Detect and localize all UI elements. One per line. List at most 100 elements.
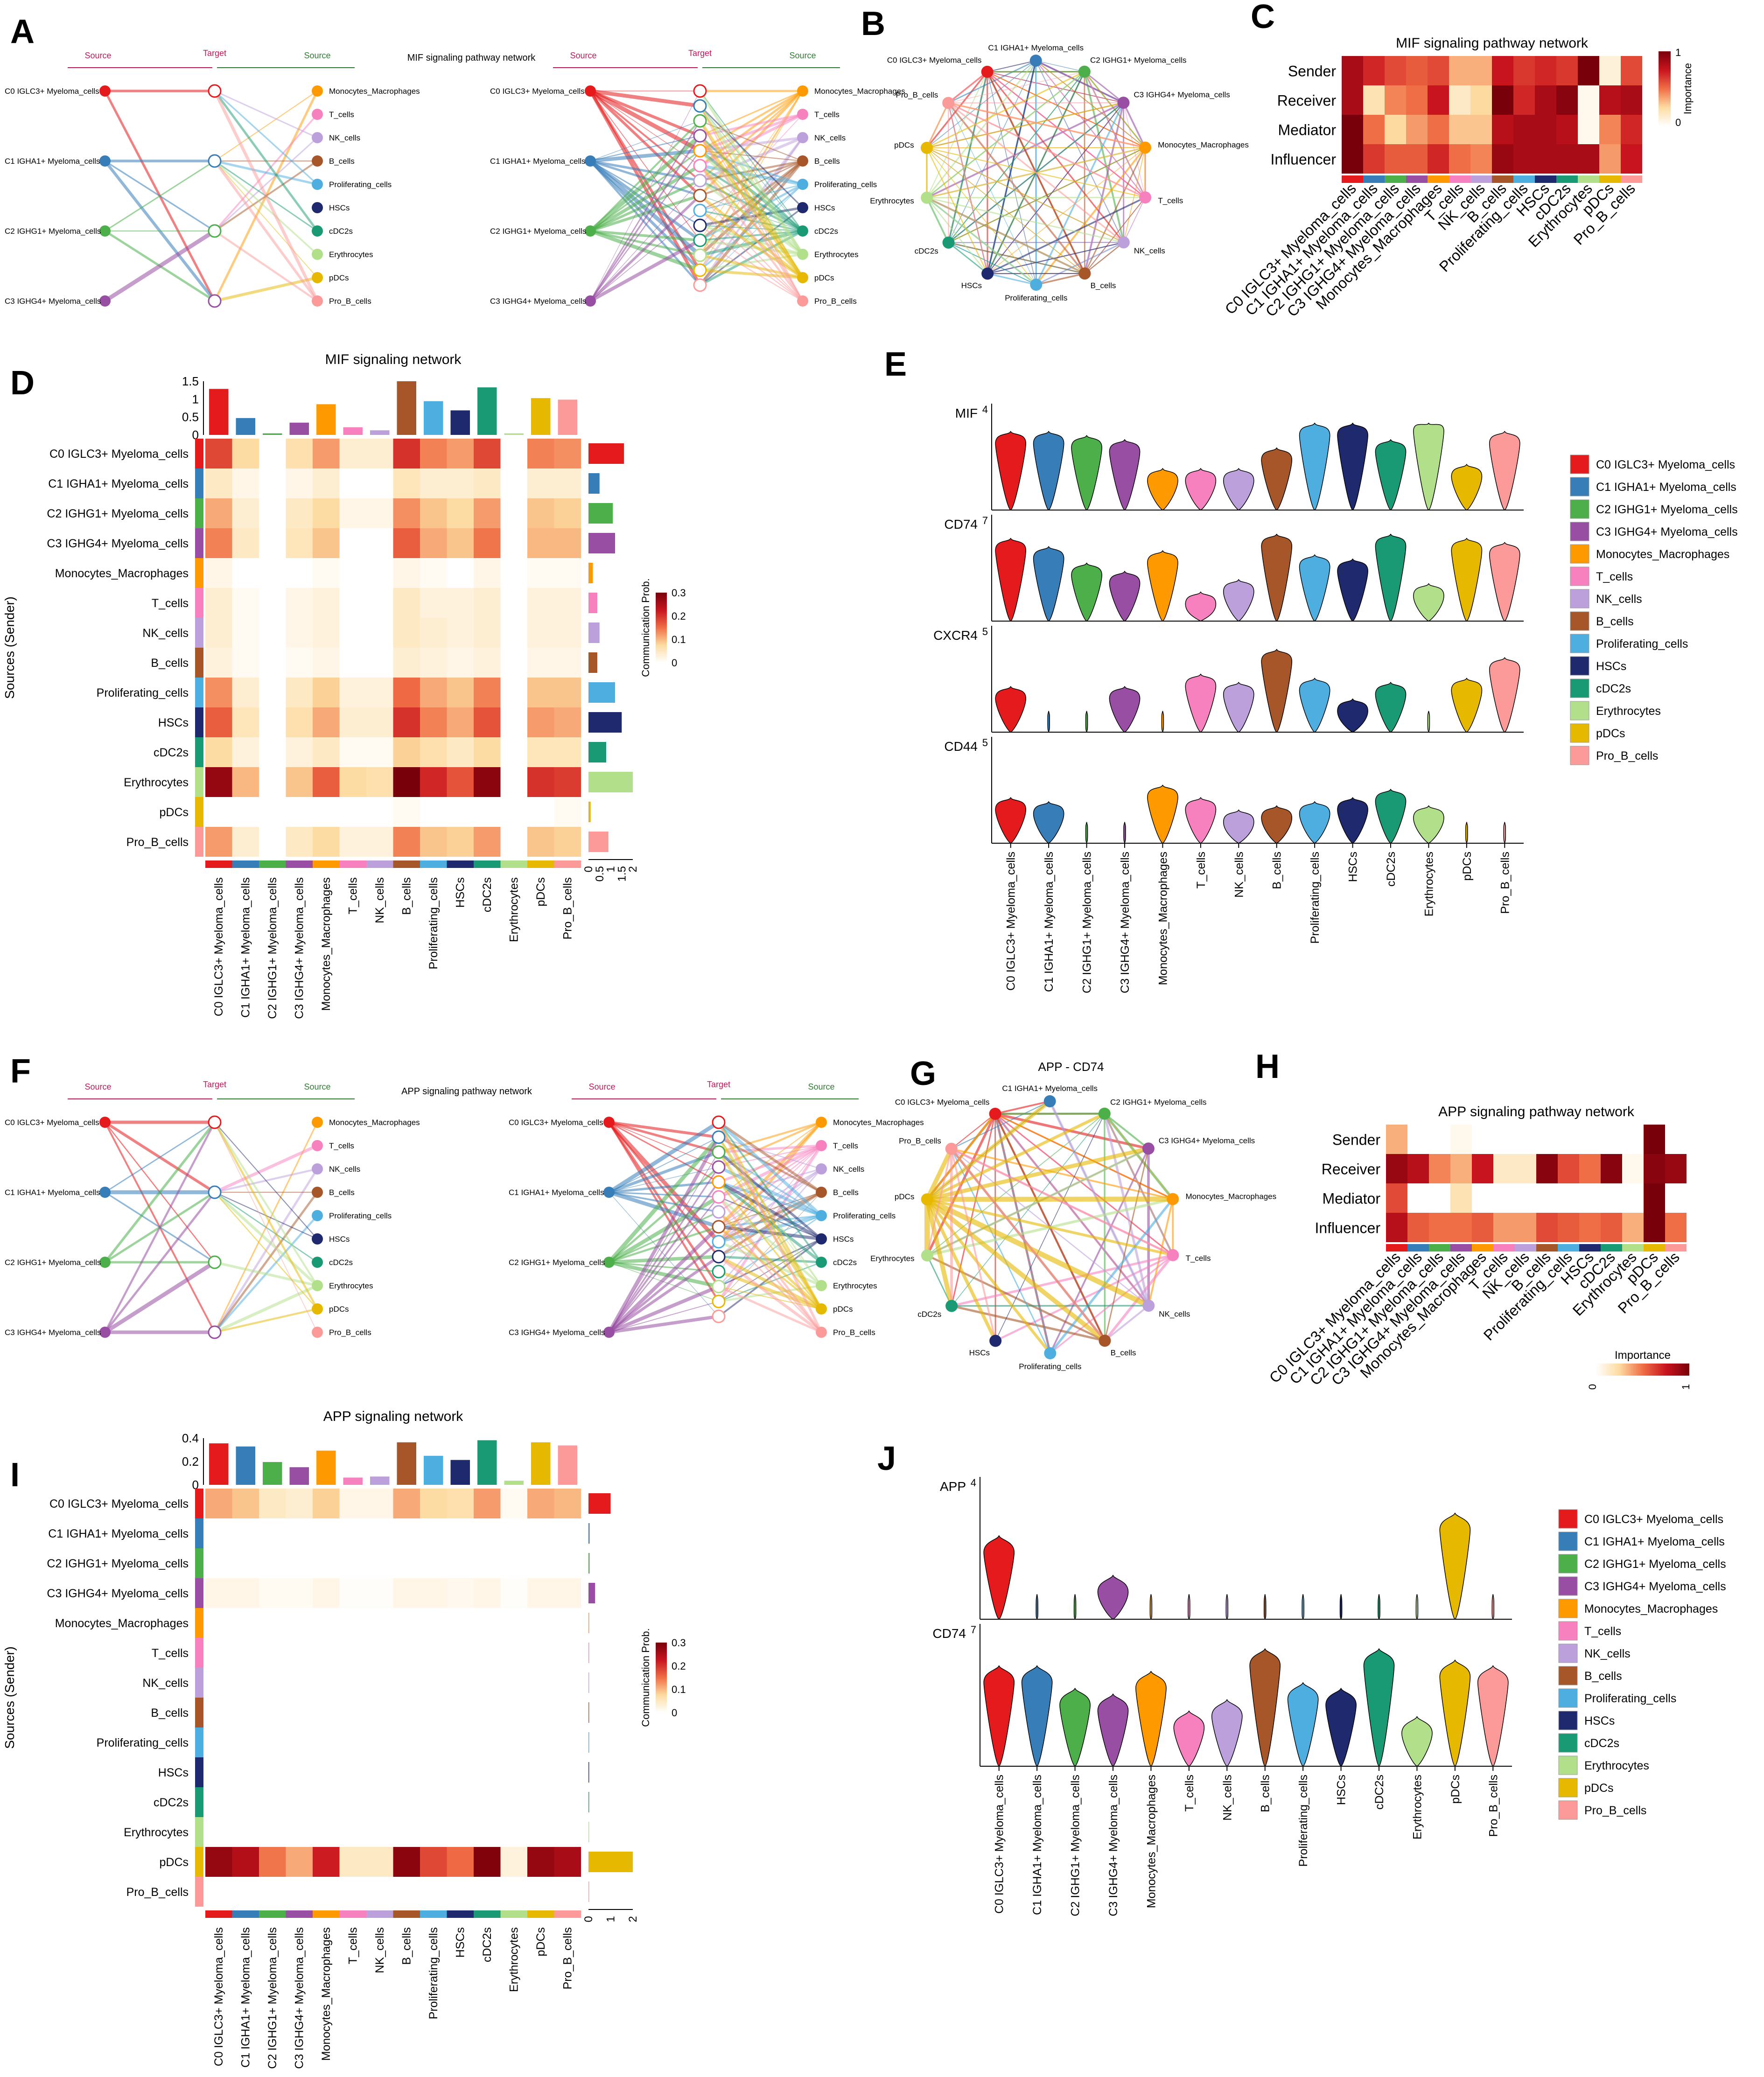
edge-source-target bbox=[214, 1261, 318, 1287]
panel-letter-a: A bbox=[10, 13, 35, 50]
comm-heatmap-cell bbox=[500, 1638, 527, 1668]
source-node bbox=[312, 225, 323, 237]
comm-heatmap-cell bbox=[447, 1518, 474, 1548]
comm-col-label: B_cells bbox=[400, 877, 413, 915]
celltype-color-strip bbox=[1644, 1244, 1665, 1252]
legend-swatch bbox=[1558, 1666, 1578, 1685]
edge-source-target bbox=[700, 210, 803, 302]
comm-heatmap-cell bbox=[527, 1817, 554, 1847]
role-heatmap-cell bbox=[1558, 1213, 1579, 1242]
row-color-strip bbox=[195, 1787, 203, 1817]
comm-heatmap-cell bbox=[527, 1489, 554, 1518]
violin-shape bbox=[1185, 468, 1217, 511]
importance-legend-bar bbox=[1659, 51, 1671, 126]
comm-heatmap-cell bbox=[205, 528, 232, 558]
edge-source-target bbox=[608, 1121, 720, 1258]
celltype-color-strip bbox=[1385, 175, 1406, 183]
violin-x-label: NK_cells bbox=[1232, 852, 1246, 898]
edge-source-target bbox=[699, 90, 804, 152]
panel-f-hierarchy: APP signaling pathway network Source Targ… bbox=[5, 1080, 924, 1339]
comm-row-label: pDCs bbox=[159, 806, 189, 819]
network-edge bbox=[1104, 1148, 1149, 1341]
comm-heatmap-cell bbox=[232, 1548, 259, 1578]
comm-col-label: NK_cells bbox=[373, 877, 386, 923]
comm-col-label: Monocytes_Macrophages bbox=[320, 1927, 333, 2061]
source-node-label: Pro_B_cells bbox=[329, 1328, 371, 1337]
row-color-strip bbox=[195, 827, 203, 857]
comm-heatmap-cell bbox=[232, 827, 259, 857]
comm-heatmap-cell bbox=[420, 678, 447, 707]
comm-heatmap-cell bbox=[393, 1578, 420, 1608]
network-edge bbox=[1036, 242, 1124, 285]
comm-heatmap-cell bbox=[447, 1608, 474, 1638]
comm-heatmap-cell bbox=[313, 588, 340, 618]
panel-letter-i: I bbox=[10, 1456, 20, 1494]
source-header: Source bbox=[84, 1082, 111, 1091]
edge-source-target bbox=[699, 194, 804, 279]
comm-heatmap-cell bbox=[527, 648, 554, 678]
network-node-label: pDCs bbox=[894, 141, 914, 150]
comm-heatmap-cell bbox=[500, 678, 527, 707]
edge-source-target bbox=[609, 1225, 719, 1264]
comm-heatmap-cell bbox=[527, 1578, 554, 1608]
comm-row-label: C0 IGLC3+ Myeloma_cells bbox=[49, 448, 189, 461]
top-bar bbox=[504, 1481, 524, 1485]
comm-heatmap-cell bbox=[420, 1698, 447, 1727]
comm-heatmap-cell bbox=[420, 1578, 447, 1608]
legend-label: C2 IGHG1+ Myeloma_cells bbox=[1596, 503, 1738, 516]
role-heatmap-cell bbox=[1492, 56, 1513, 85]
source-node bbox=[312, 202, 323, 213]
legend-label: C3 IGHG4+ Myeloma_cells bbox=[1584, 1580, 1726, 1593]
comm-heatmap-cell bbox=[527, 797, 554, 827]
role-heatmap-cell bbox=[1622, 1183, 1644, 1213]
comm-heatmap-cell bbox=[366, 1578, 393, 1608]
edge-source-target bbox=[590, 180, 700, 301]
edge-source-target bbox=[589, 90, 701, 182]
legend-swatch bbox=[1558, 1643, 1578, 1663]
comm-heatmap-cell bbox=[366, 1608, 393, 1638]
role-heatmap-cell bbox=[1535, 115, 1556, 144]
top-bar bbox=[477, 1440, 497, 1485]
violin-shape bbox=[1299, 554, 1330, 622]
comm-heatmap-cell bbox=[527, 558, 554, 588]
right-bar bbox=[588, 533, 615, 553]
edge-source-target bbox=[214, 1121, 318, 1287]
celltype-color-strip bbox=[1449, 175, 1470, 183]
target-node bbox=[208, 1325, 222, 1339]
violin-x-label: Erythrocytes bbox=[1422, 852, 1435, 916]
violin-x-label: pDCs bbox=[1449, 1775, 1462, 1804]
comm-heatmap-cell bbox=[366, 1698, 393, 1727]
comm-heatmap-cell bbox=[286, 767, 313, 797]
network-node-label: Proliferating_cells bbox=[1005, 294, 1067, 302]
col-color-strip bbox=[420, 860, 447, 868]
comm-heatmap-cell bbox=[527, 588, 554, 618]
comm-heatmap-cell bbox=[232, 767, 259, 797]
role-heatmap-cell bbox=[1470, 85, 1492, 115]
comm-heatmap-cell bbox=[447, 737, 474, 767]
celltype-color-strip bbox=[1407, 1244, 1429, 1252]
source-node-label: HSCs bbox=[833, 1235, 854, 1244]
source-node-label: C0 IGLC3+ Myeloma_cells bbox=[5, 1118, 99, 1127]
comm-heatmap-cell bbox=[259, 1608, 286, 1638]
right-bar bbox=[588, 712, 622, 733]
violin-shape bbox=[1135, 1671, 1167, 1767]
role-heatmap-cell bbox=[1407, 1183, 1429, 1213]
comm-row-label: C1 IGHA1+ Myeloma_cells bbox=[48, 1527, 189, 1540]
comm-legend-tick: 0.3 bbox=[672, 587, 686, 599]
comm-heatmap-cell bbox=[500, 1668, 527, 1698]
comm-heatmap-cell bbox=[474, 1817, 501, 1847]
comm-heatmap-cell bbox=[500, 767, 527, 797]
comm-heatmap-cell bbox=[393, 1757, 420, 1787]
col-color-strip bbox=[474, 860, 501, 868]
role-heatmap-cell bbox=[1449, 56, 1470, 85]
comm-heatmap-cell bbox=[366, 1757, 393, 1787]
source-node-label: C3 IGHG4+ Myeloma_cells bbox=[490, 297, 586, 306]
legend-swatch bbox=[1558, 1711, 1578, 1730]
violin-shape bbox=[1363, 1648, 1395, 1767]
violin-gene-label: CD74 bbox=[932, 1626, 966, 1641]
legend-swatch bbox=[1558, 1755, 1578, 1775]
comm-heatmap-cell bbox=[232, 498, 259, 528]
comm-heatmap-cell bbox=[447, 1548, 474, 1578]
edge-source-target bbox=[699, 165, 804, 302]
network-edge bbox=[1104, 1113, 1173, 1199]
